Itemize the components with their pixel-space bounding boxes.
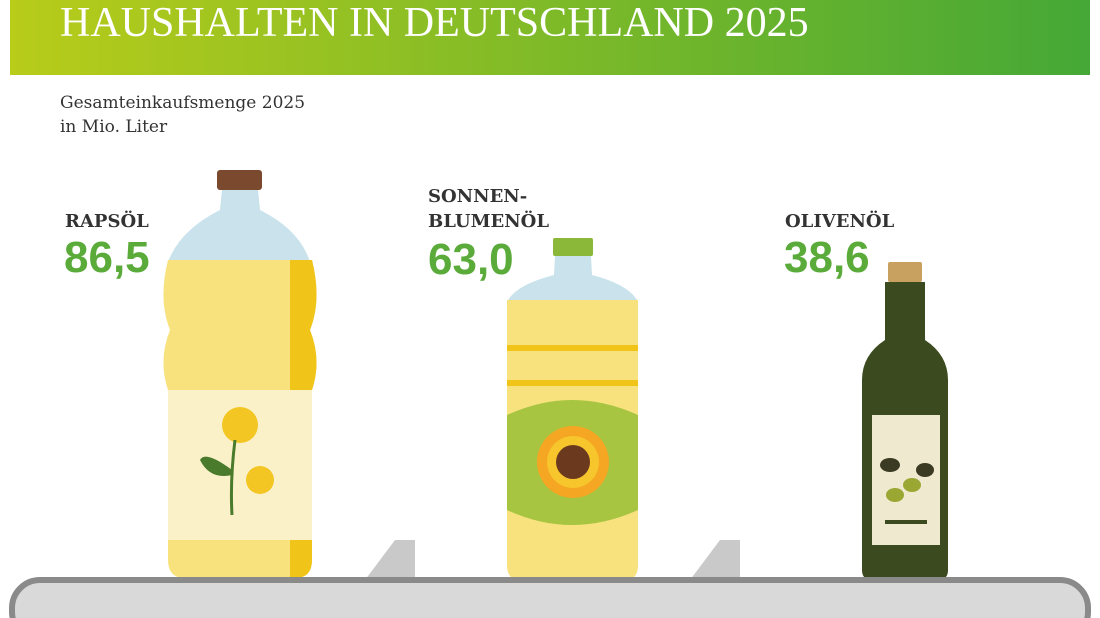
title: HAUSHALTEN IN DEUTSCHLAND 2025 <box>60 0 809 46</box>
header-bar <box>10 0 1090 75</box>
item-value: 86,5 <box>64 233 150 282</box>
item-value: 63,0 <box>428 235 514 284</box>
item-label: BLUMENÖL <box>428 209 549 232</box>
subtitle: Gesamteinkaufsmenge 2025 <box>60 93 305 113</box>
item-label: RAPSÖL <box>65 209 149 232</box>
olive-bottle <box>862 262 948 580</box>
item-label: SONNEN- <box>428 186 527 207</box>
subtitle: in Mio. Liter <box>60 117 168 137</box>
conveyor-belt <box>9 577 1091 618</box>
item-label: OLIVENÖL <box>785 209 895 232</box>
belt-support <box>365 540 415 580</box>
belt-support <box>690 540 740 580</box>
item-value: 38,6 <box>784 233 870 282</box>
sunflower-bottle <box>507 238 638 580</box>
rapeseed-bottle <box>163 170 317 578</box>
